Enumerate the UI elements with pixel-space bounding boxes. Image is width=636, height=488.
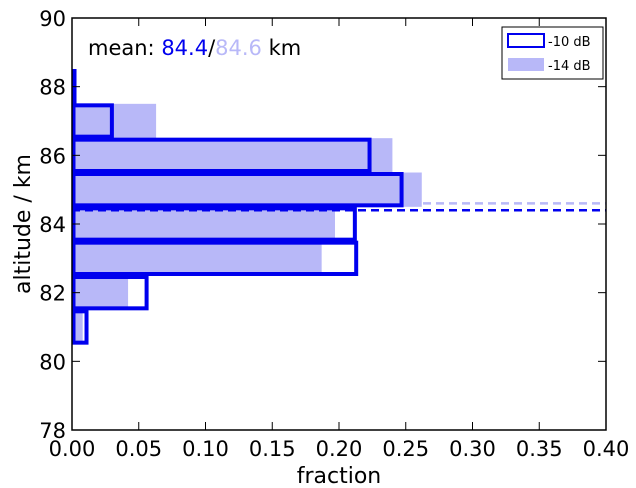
y-tick-label-5: 88 bbox=[39, 76, 66, 100]
mean-unit: km bbox=[262, 36, 301, 60]
bar-filled-1 bbox=[72, 275, 129, 310]
bar-outline-4 bbox=[71, 172, 404, 208]
bar-filled-2 bbox=[72, 241, 322, 276]
bar-filled-0 bbox=[72, 309, 83, 345]
mean-value-10db: 84.4 bbox=[161, 36, 208, 60]
filled-series-bars bbox=[72, 69, 422, 345]
y-tick-label-3: 84 bbox=[39, 213, 66, 237]
x-tick-label-8: 0.40 bbox=[583, 437, 630, 461]
bar-filled-6 bbox=[72, 103, 157, 139]
x-axis-label: fraction bbox=[297, 464, 382, 488]
bar-filled-4 bbox=[72, 172, 422, 207]
mean-separator: / bbox=[208, 36, 216, 60]
legend-swatch-filled bbox=[508, 58, 544, 71]
x-tick-label-2: 0.10 bbox=[182, 437, 229, 461]
bar-outline-6 bbox=[71, 103, 114, 139]
legend-swatch-outline bbox=[507, 33, 545, 48]
legend-label-14db: -14 dB bbox=[548, 59, 591, 74]
bar-outline-0 bbox=[71, 309, 89, 345]
bar-filled-3 bbox=[72, 206, 335, 242]
bar-outline-2 bbox=[71, 240, 359, 277]
x-tick-label-0: 0.00 bbox=[49, 437, 96, 461]
x-tick-label-6: 0.30 bbox=[449, 437, 496, 461]
x-tick-label-4: 0.20 bbox=[316, 437, 363, 461]
y-tick-label-1: 80 bbox=[39, 350, 66, 374]
y-tick-label-0: 78 bbox=[39, 419, 66, 443]
x-tick-label-5: 0.25 bbox=[382, 437, 429, 461]
y-tick-label-6: 90 bbox=[39, 7, 66, 31]
y-tick-label-2: 82 bbox=[39, 282, 66, 306]
bar-filled-5 bbox=[72, 138, 393, 173]
axis-ticks bbox=[71, 17, 607, 431]
y-axis-label: altitude / km bbox=[11, 154, 36, 294]
legend-label-10db: -10 dB bbox=[548, 35, 591, 50]
mean-annotation: mean: 84.4/84.6 km bbox=[88, 36, 301, 60]
x-tick-label-1: 0.05 bbox=[115, 437, 162, 461]
x-tick-label-3: 0.15 bbox=[249, 437, 296, 461]
mean-prefix: mean: bbox=[88, 36, 161, 60]
y-tick-label-4: 86 bbox=[39, 144, 66, 168]
x-tick-label-7: 0.35 bbox=[516, 437, 563, 461]
mean-value-14db: 84.6 bbox=[215, 36, 262, 60]
tick-labels: 0.00 0.05 0.10 0.15 0.20 0.25 0.30 0.35 0.40 78 80… bbox=[39, 7, 629, 461]
legend: -10 dB -14 dB bbox=[501, 26, 604, 80]
